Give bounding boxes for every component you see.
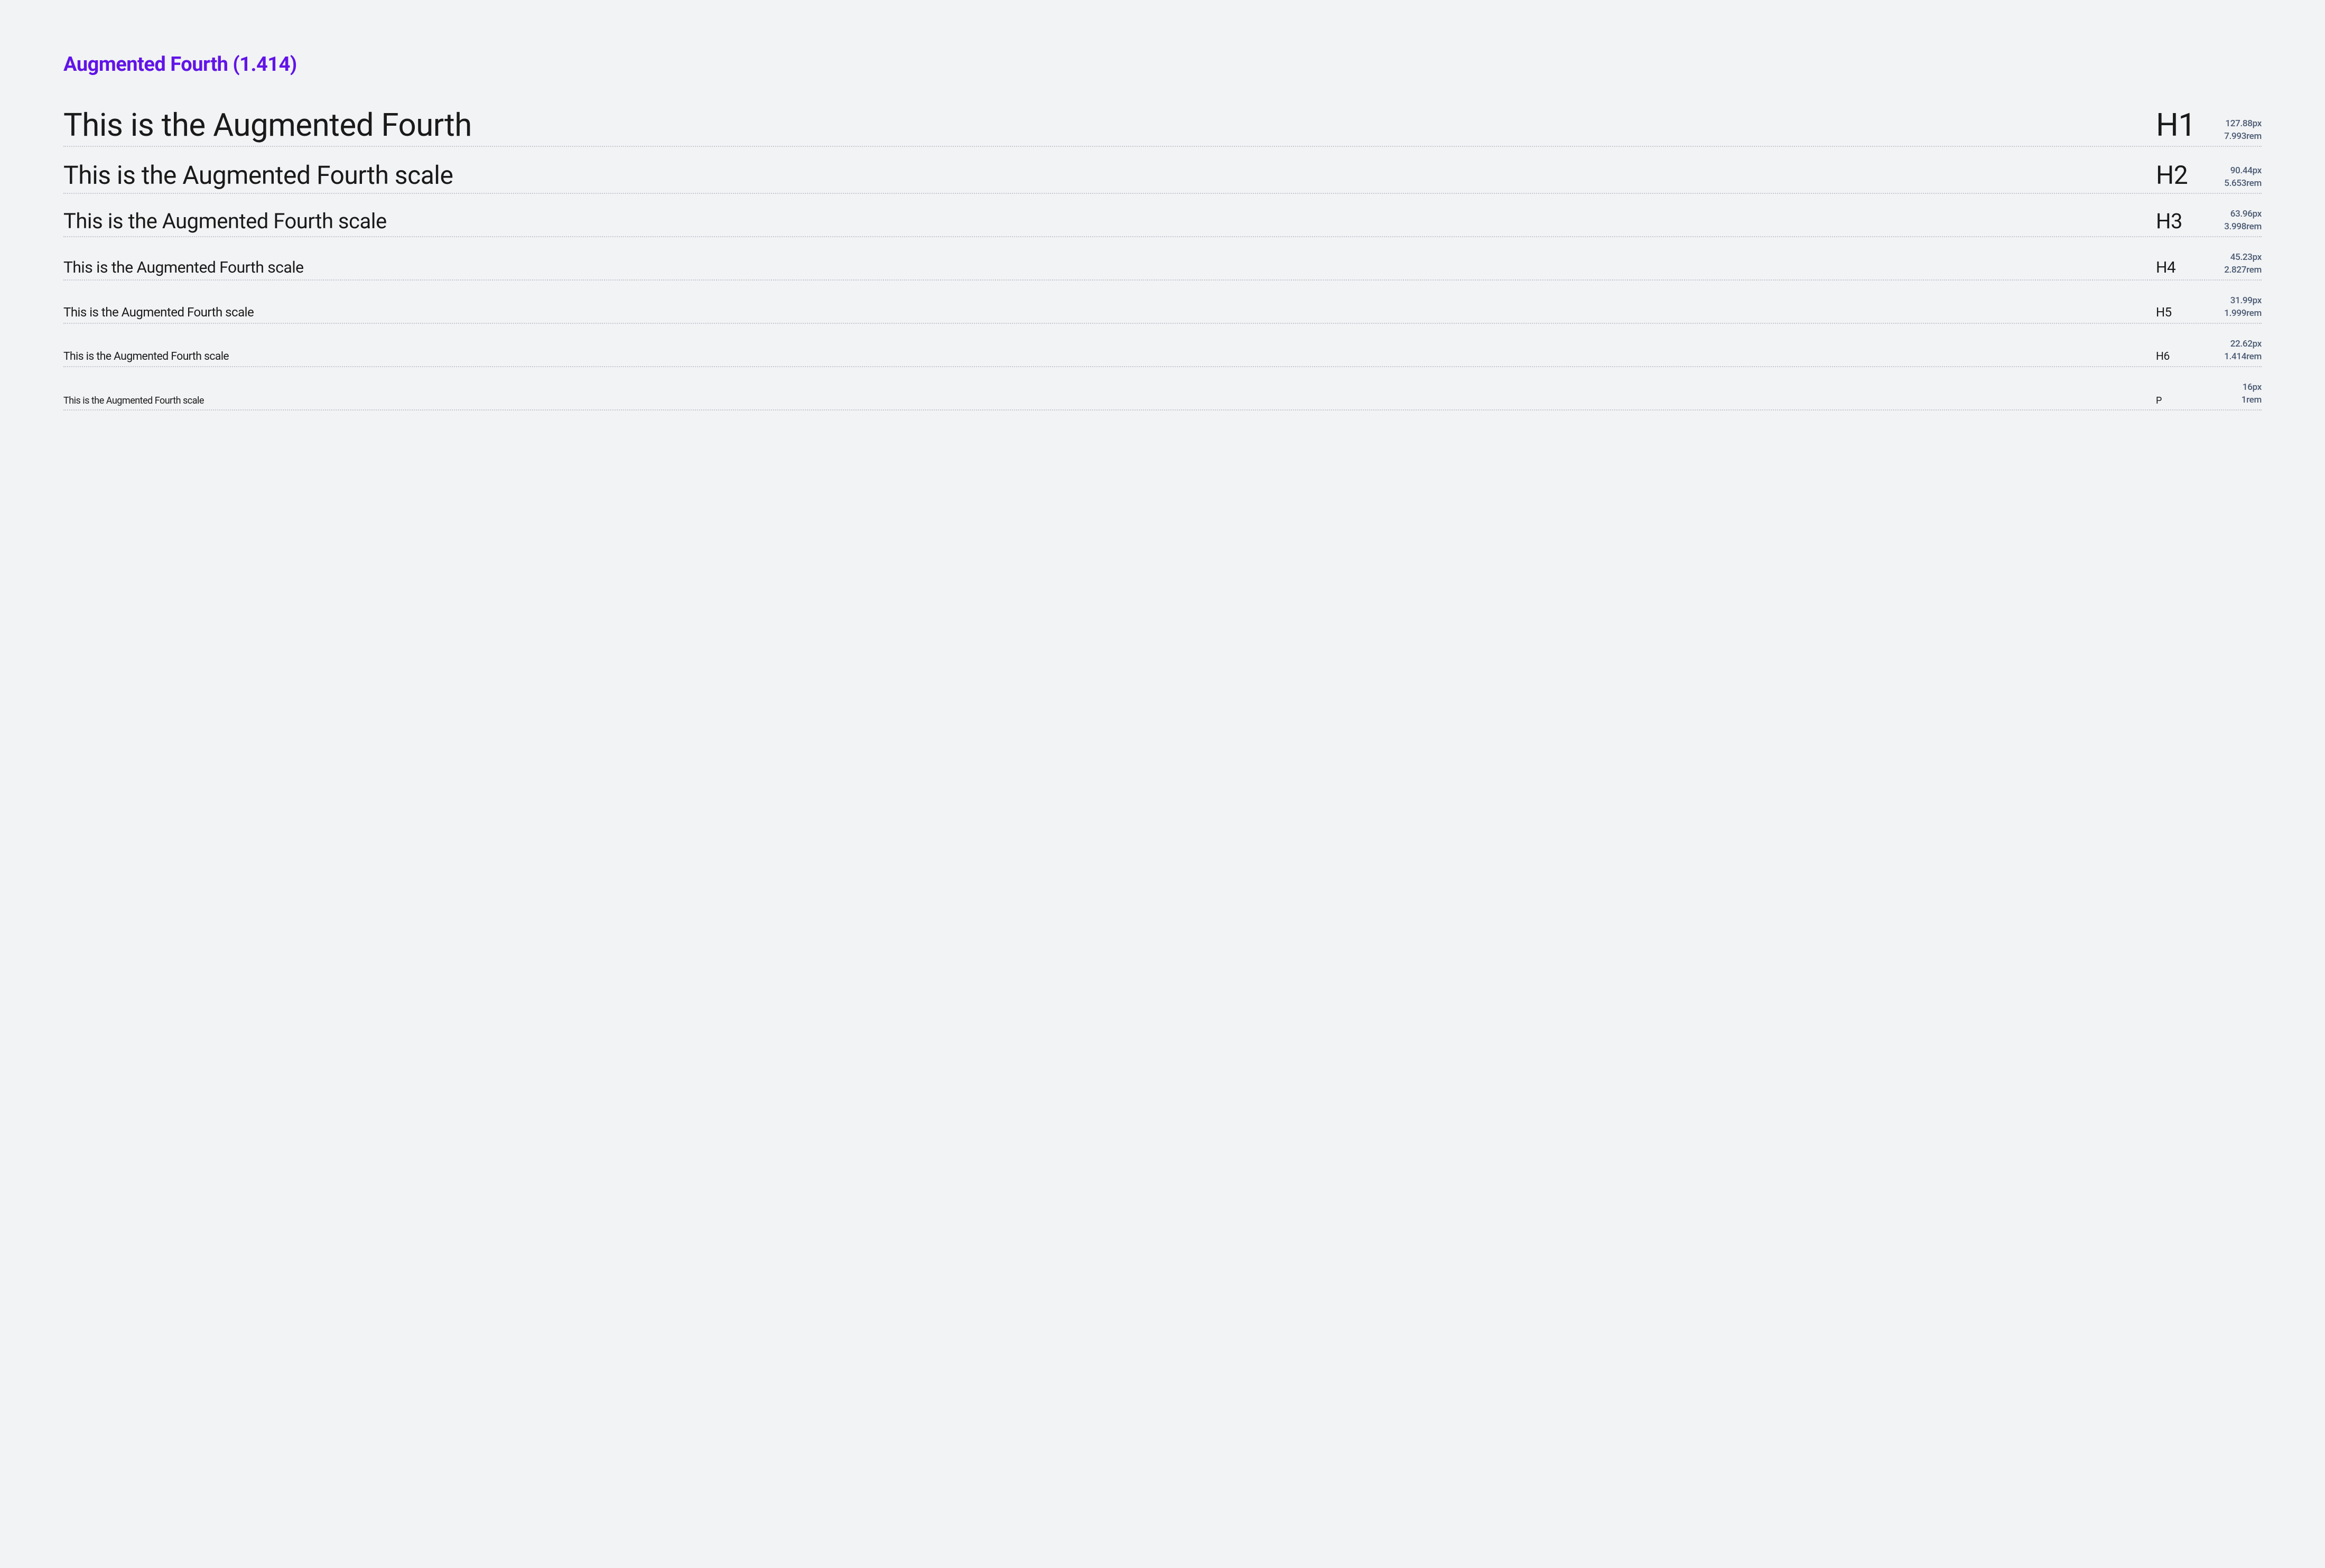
heading-tag-label: H4 bbox=[2145, 259, 2198, 276]
table-row: This is the Augmented Fourth scaleH622.6… bbox=[63, 339, 2262, 367]
size-px: 45.23px bbox=[2198, 252, 2262, 263]
size-meta: 16px 1rem bbox=[2198, 382, 2262, 406]
size-meta: 63.96px 3.998rem bbox=[2198, 209, 2262, 233]
size-px: 127.88px bbox=[2198, 118, 2262, 129]
page-title: Augmented Fourth (1.414) bbox=[63, 53, 2262, 76]
type-scale-table: This is the Augmented FourthH1127.88px 7.… bbox=[63, 108, 2262, 410]
sample-text: This is the Augmented Fourth bbox=[63, 108, 2145, 143]
table-row: This is the Augmented Fourth scaleH290.4… bbox=[63, 162, 2262, 194]
size-rem: 1.999rem bbox=[2198, 308, 2262, 319]
table-row: This is the Augmented Fourth scaleH445.2… bbox=[63, 252, 2262, 281]
size-meta: 31.99px 1.999rem bbox=[2198, 295, 2262, 320]
size-meta: 127.88px 7.993rem bbox=[2198, 118, 2262, 143]
sample-text: This is the Augmented Fourth scale bbox=[63, 351, 2145, 363]
size-px: 90.44px bbox=[2198, 165, 2262, 176]
size-px: 22.62px bbox=[2198, 339, 2262, 349]
size-meta: 90.44px 5.653rem bbox=[2198, 165, 2262, 190]
size-rem: 7.993rem bbox=[2198, 131, 2262, 142]
table-row: This is the Augmented Fourth scaleH363.9… bbox=[63, 209, 2262, 237]
sample-text: This is the Augmented Fourth scale bbox=[63, 259, 2145, 276]
sample-text: This is the Augmented Fourth scale bbox=[63, 162, 2145, 190]
size-rem: 5.653rem bbox=[2198, 178, 2262, 189]
size-px: 16px bbox=[2198, 382, 2262, 393]
size-rem: 3.998rem bbox=[2198, 221, 2262, 232]
size-px: 31.99px bbox=[2198, 295, 2262, 306]
heading-tag-label: H2 bbox=[2145, 162, 2198, 190]
table-row: This is the Augmented Fourth scaleH531.9… bbox=[63, 295, 2262, 324]
size-rem: 1rem bbox=[2198, 395, 2262, 405]
heading-tag-label: H6 bbox=[2145, 351, 2198, 363]
table-row: This is the Augmented Fourth scaleP16px1… bbox=[63, 382, 2262, 410]
table-row: This is the Augmented FourthH1127.88px 7.… bbox=[63, 108, 2262, 147]
size-rem: 2.827rem bbox=[2198, 265, 2262, 275]
sample-text: This is the Augmented Fourth scale bbox=[63, 305, 2145, 319]
size-meta: 22.62px 1.414rem bbox=[2198, 339, 2262, 363]
heading-tag-label: P bbox=[2145, 396, 2198, 406]
size-meta: 45.23px 2.827rem bbox=[2198, 252, 2262, 276]
heading-tag-label: H1 bbox=[2145, 108, 2198, 143]
heading-tag-label: H3 bbox=[2145, 210, 2198, 233]
sample-text: This is the Augmented Fourth scale bbox=[63, 210, 2145, 233]
sample-text: This is the Augmented Fourth scale bbox=[63, 396, 2145, 406]
heading-tag-label: H5 bbox=[2145, 305, 2198, 319]
size-px: 63.96px bbox=[2198, 209, 2262, 219]
size-rem: 1.414rem bbox=[2198, 351, 2262, 362]
